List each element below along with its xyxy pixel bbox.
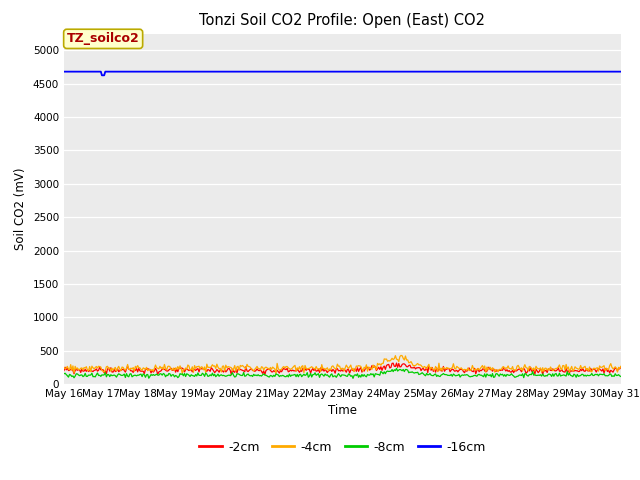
Legend: -2cm, -4cm, -8cm, -16cm: -2cm, -4cm, -8cm, -16cm [194,436,491,459]
X-axis label: Time: Time [328,405,357,418]
Text: TZ_soilco2: TZ_soilco2 [67,32,140,46]
Y-axis label: Soil CO2 (mV): Soil CO2 (mV) [14,168,28,250]
Title: Tonzi Soil CO2 Profile: Open (East) CO2: Tonzi Soil CO2 Profile: Open (East) CO2 [200,13,485,28]
